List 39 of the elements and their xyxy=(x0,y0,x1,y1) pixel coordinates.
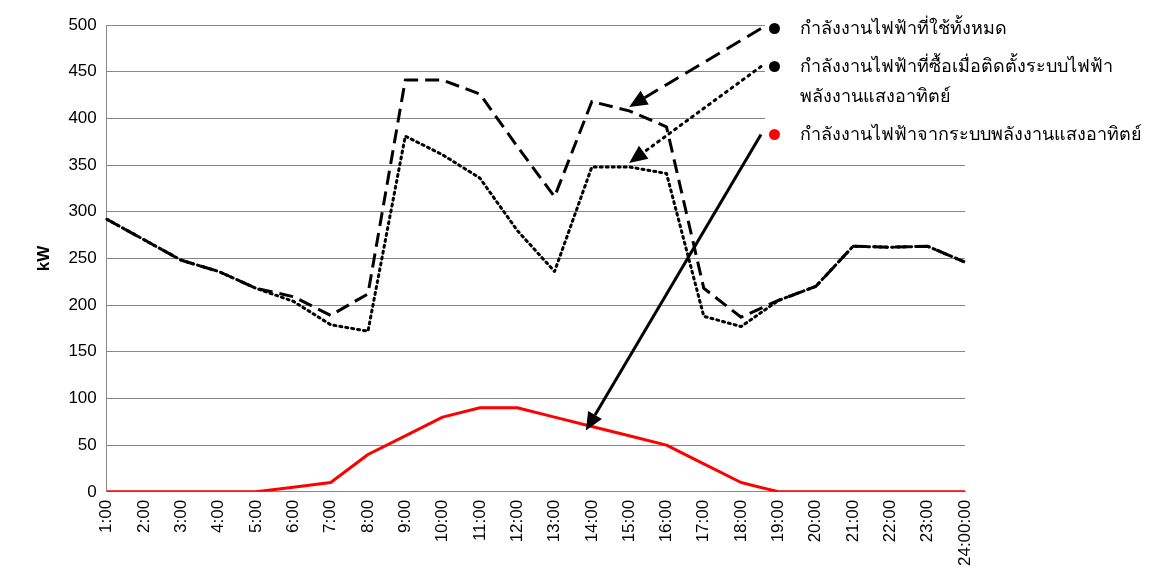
x-tick-label: 15:00 xyxy=(618,499,638,543)
y-tick-label: 50 xyxy=(77,434,97,454)
x-tick-label: 4:00 xyxy=(208,499,228,533)
x-tick-label: 23:00 xyxy=(917,499,937,543)
y-axis-title: kW xyxy=(33,244,53,272)
x-tick-label: 8:00 xyxy=(357,499,377,533)
legend-label: กำลังงานไฟฟ้าที่ซื้อเมื่อติดตั้งระบบไฟฟ้าพลังงานแสงอาทิตย์ xyxy=(800,52,1114,108)
x-tick-label: 12:00 xyxy=(506,499,526,543)
x-tick-label: 5:00 xyxy=(245,499,265,533)
y-tick-label: 200 xyxy=(68,294,97,314)
x-tick-label: 6:00 xyxy=(283,499,303,533)
x-tick-label: 18:00 xyxy=(730,499,750,543)
x-tick-label: 10:00 xyxy=(432,499,452,543)
y-tick-label: 300 xyxy=(68,201,97,221)
x-tick-label: 13:00 xyxy=(544,499,564,543)
x-tick-label: 16:00 xyxy=(656,499,676,543)
x-tick-label: 17:00 xyxy=(693,499,713,543)
y-tick-label: 350 xyxy=(68,154,97,174)
y-tick-label: 450 xyxy=(68,61,97,81)
y-tick-label: 150 xyxy=(68,341,97,361)
x-tick-label: 2:00 xyxy=(133,499,153,533)
x-tick-label: 3:00 xyxy=(171,499,191,533)
y-tick-label: 500 xyxy=(68,14,97,34)
legend-label: กำลังงานไฟฟ้าที่ใช้ทั้งหมด xyxy=(800,14,1007,40)
y-tick-label: 250 xyxy=(68,248,97,268)
x-tick-label: 14:00 xyxy=(581,499,601,543)
x-tick-label: 11:00 xyxy=(469,499,489,542)
x-tick-label: 9:00 xyxy=(394,499,414,533)
x-tick-label: 22:00 xyxy=(880,499,900,543)
y-tick-label: 0 xyxy=(87,481,97,501)
x-tick-label: 7:00 xyxy=(320,499,340,533)
y-tick-label: 100 xyxy=(68,388,97,408)
x-tick-label: 19:00 xyxy=(768,499,788,543)
legend-label: กำลังงานไฟฟ้าจากระบบพลังงานแสงอาทิตย์ xyxy=(800,123,1142,146)
x-tick-label: 24:00:00 xyxy=(954,499,974,567)
x-tick-label: 1:00 xyxy=(96,499,116,533)
y-tick-label: 400 xyxy=(68,108,97,128)
x-tick-label: 20:00 xyxy=(805,499,825,543)
x-tick-label: 21:00 xyxy=(842,499,862,543)
